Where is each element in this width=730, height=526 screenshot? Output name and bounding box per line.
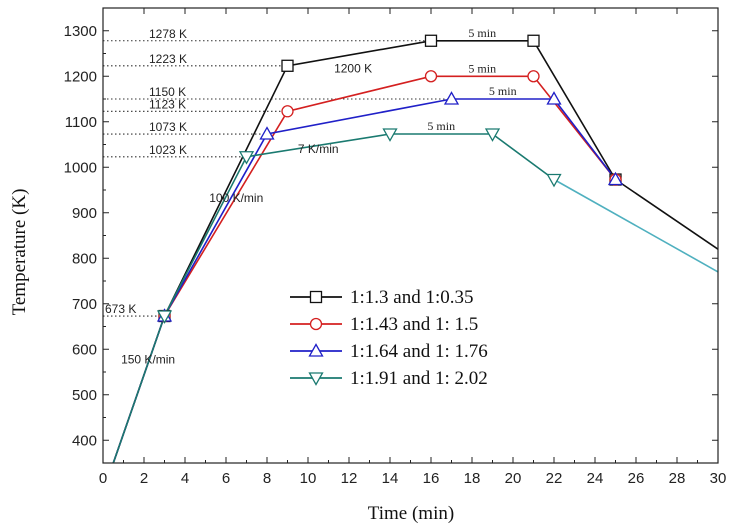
x-tick-label: 8 — [263, 470, 271, 487]
reference-label: 1023 K — [149, 143, 187, 157]
series-line — [112, 98, 617, 464]
x-tick-label: 16 — [423, 470, 440, 487]
x-tick-label: 18 — [464, 470, 481, 487]
chart-annotation: 7 K/min — [298, 142, 339, 156]
x-tick-label: 28 — [669, 470, 686, 487]
data-point-marker — [443, 91, 460, 105]
reference-lines-layer — [103, 40, 452, 317]
data-point-marker — [527, 70, 540, 83]
legend-label: 1:1.64 and 1: 1.76 — [350, 341, 488, 362]
legend-label: 1:1.3 and 1:0.35 — [350, 287, 474, 308]
chart-annotation: 5 min — [468, 26, 496, 40]
y-tick-label: 500 — [72, 387, 97, 404]
y-tick-label: 400 — [72, 432, 97, 449]
x-tick-label: 14 — [382, 470, 399, 487]
y-tick-label: 800 — [72, 250, 97, 267]
y-tick-label: 600 — [72, 341, 97, 358]
y-tick-label: 700 — [72, 296, 97, 313]
legend-marker — [309, 290, 323, 304]
reference-label: 673 K — [105, 302, 136, 316]
data-point-marker — [238, 151, 255, 165]
data-point-marker — [607, 171, 624, 186]
x-tick-label: 20 — [505, 470, 522, 487]
x-tick-label: 24 — [587, 470, 604, 487]
data-point-marker — [156, 310, 173, 324]
legend-label: 1:1.91 and 1: 2.02 — [350, 368, 488, 389]
x-tick-label: 26 — [628, 470, 645, 487]
axes-layer: 0 2 4 6 8 10 12 14 16 18 20 22 24 26 28 304005006007008… — [64, 7, 727, 487]
data-point-marker — [382, 128, 398, 142]
chart-annotation: 5 min — [468, 61, 496, 75]
series-line — [112, 133, 555, 464]
series-line-continuation — [553, 178, 719, 273]
series-layer — [112, 40, 719, 464]
data-point-marker — [424, 34, 438, 47]
y-axis-title: Temperature (K) — [9, 189, 30, 316]
x-tick-label: 2 — [140, 470, 148, 487]
x-axis-title: Time (min) — [368, 503, 454, 524]
reference-label: 1073 K — [149, 120, 187, 134]
series-line — [112, 40, 719, 464]
markers-layer — [156, 34, 624, 324]
y-tick-label: 1200 — [64, 68, 97, 85]
y-tick-label: 900 — [72, 205, 97, 222]
x-tick-label: 6 — [222, 470, 230, 487]
reference-label: 1223 K — [149, 52, 187, 66]
legend-marker — [308, 343, 324, 357]
chart-annotation: 100 K/min — [209, 191, 263, 205]
plot-frame — [102, 7, 719, 464]
data-point-marker — [546, 173, 562, 188]
y-tick-label: 1100 — [65, 114, 97, 131]
data-point-marker — [281, 105, 294, 118]
reference-label: 1150 K — [149, 85, 186, 99]
data-point-marker — [484, 128, 501, 142]
chart-annotation: 5 min — [427, 119, 455, 133]
chart-annotation: 1200 K — [334, 61, 372, 75]
data-point-marker — [424, 70, 438, 83]
data-point-marker — [527, 34, 540, 47]
x-tick-label: 4 — [181, 470, 189, 487]
y-tick-label: 1300 — [64, 23, 97, 40]
data-point-marker — [546, 91, 562, 105]
x-tick-label: 0 — [99, 470, 107, 487]
legend-marker — [309, 317, 323, 331]
chart-annotation: 5 min — [489, 84, 517, 98]
data-point-marker — [259, 126, 275, 140]
chart-annotation: 150 K/min — [121, 352, 175, 366]
x-tick-label: 30 — [710, 470, 727, 487]
legend-label: 1:1.43 and 1: 1.5 — [350, 314, 478, 335]
x-tick-label: 22 — [546, 470, 563, 487]
reference-label: 1123 K — [149, 97, 186, 111]
y-tick-label: 1000 — [64, 159, 97, 176]
legend: 1:1.3 and 1:0.35 1:1.43 and 1: 1.5 1:1.64 … — [290, 287, 488, 389]
legend-marker — [308, 372, 324, 386]
x-tick-label: 12 — [341, 470, 358, 487]
x-tick-label: 10 — [300, 470, 317, 487]
reference-label: 1278 K — [149, 27, 187, 41]
data-point-marker — [281, 59, 294, 72]
